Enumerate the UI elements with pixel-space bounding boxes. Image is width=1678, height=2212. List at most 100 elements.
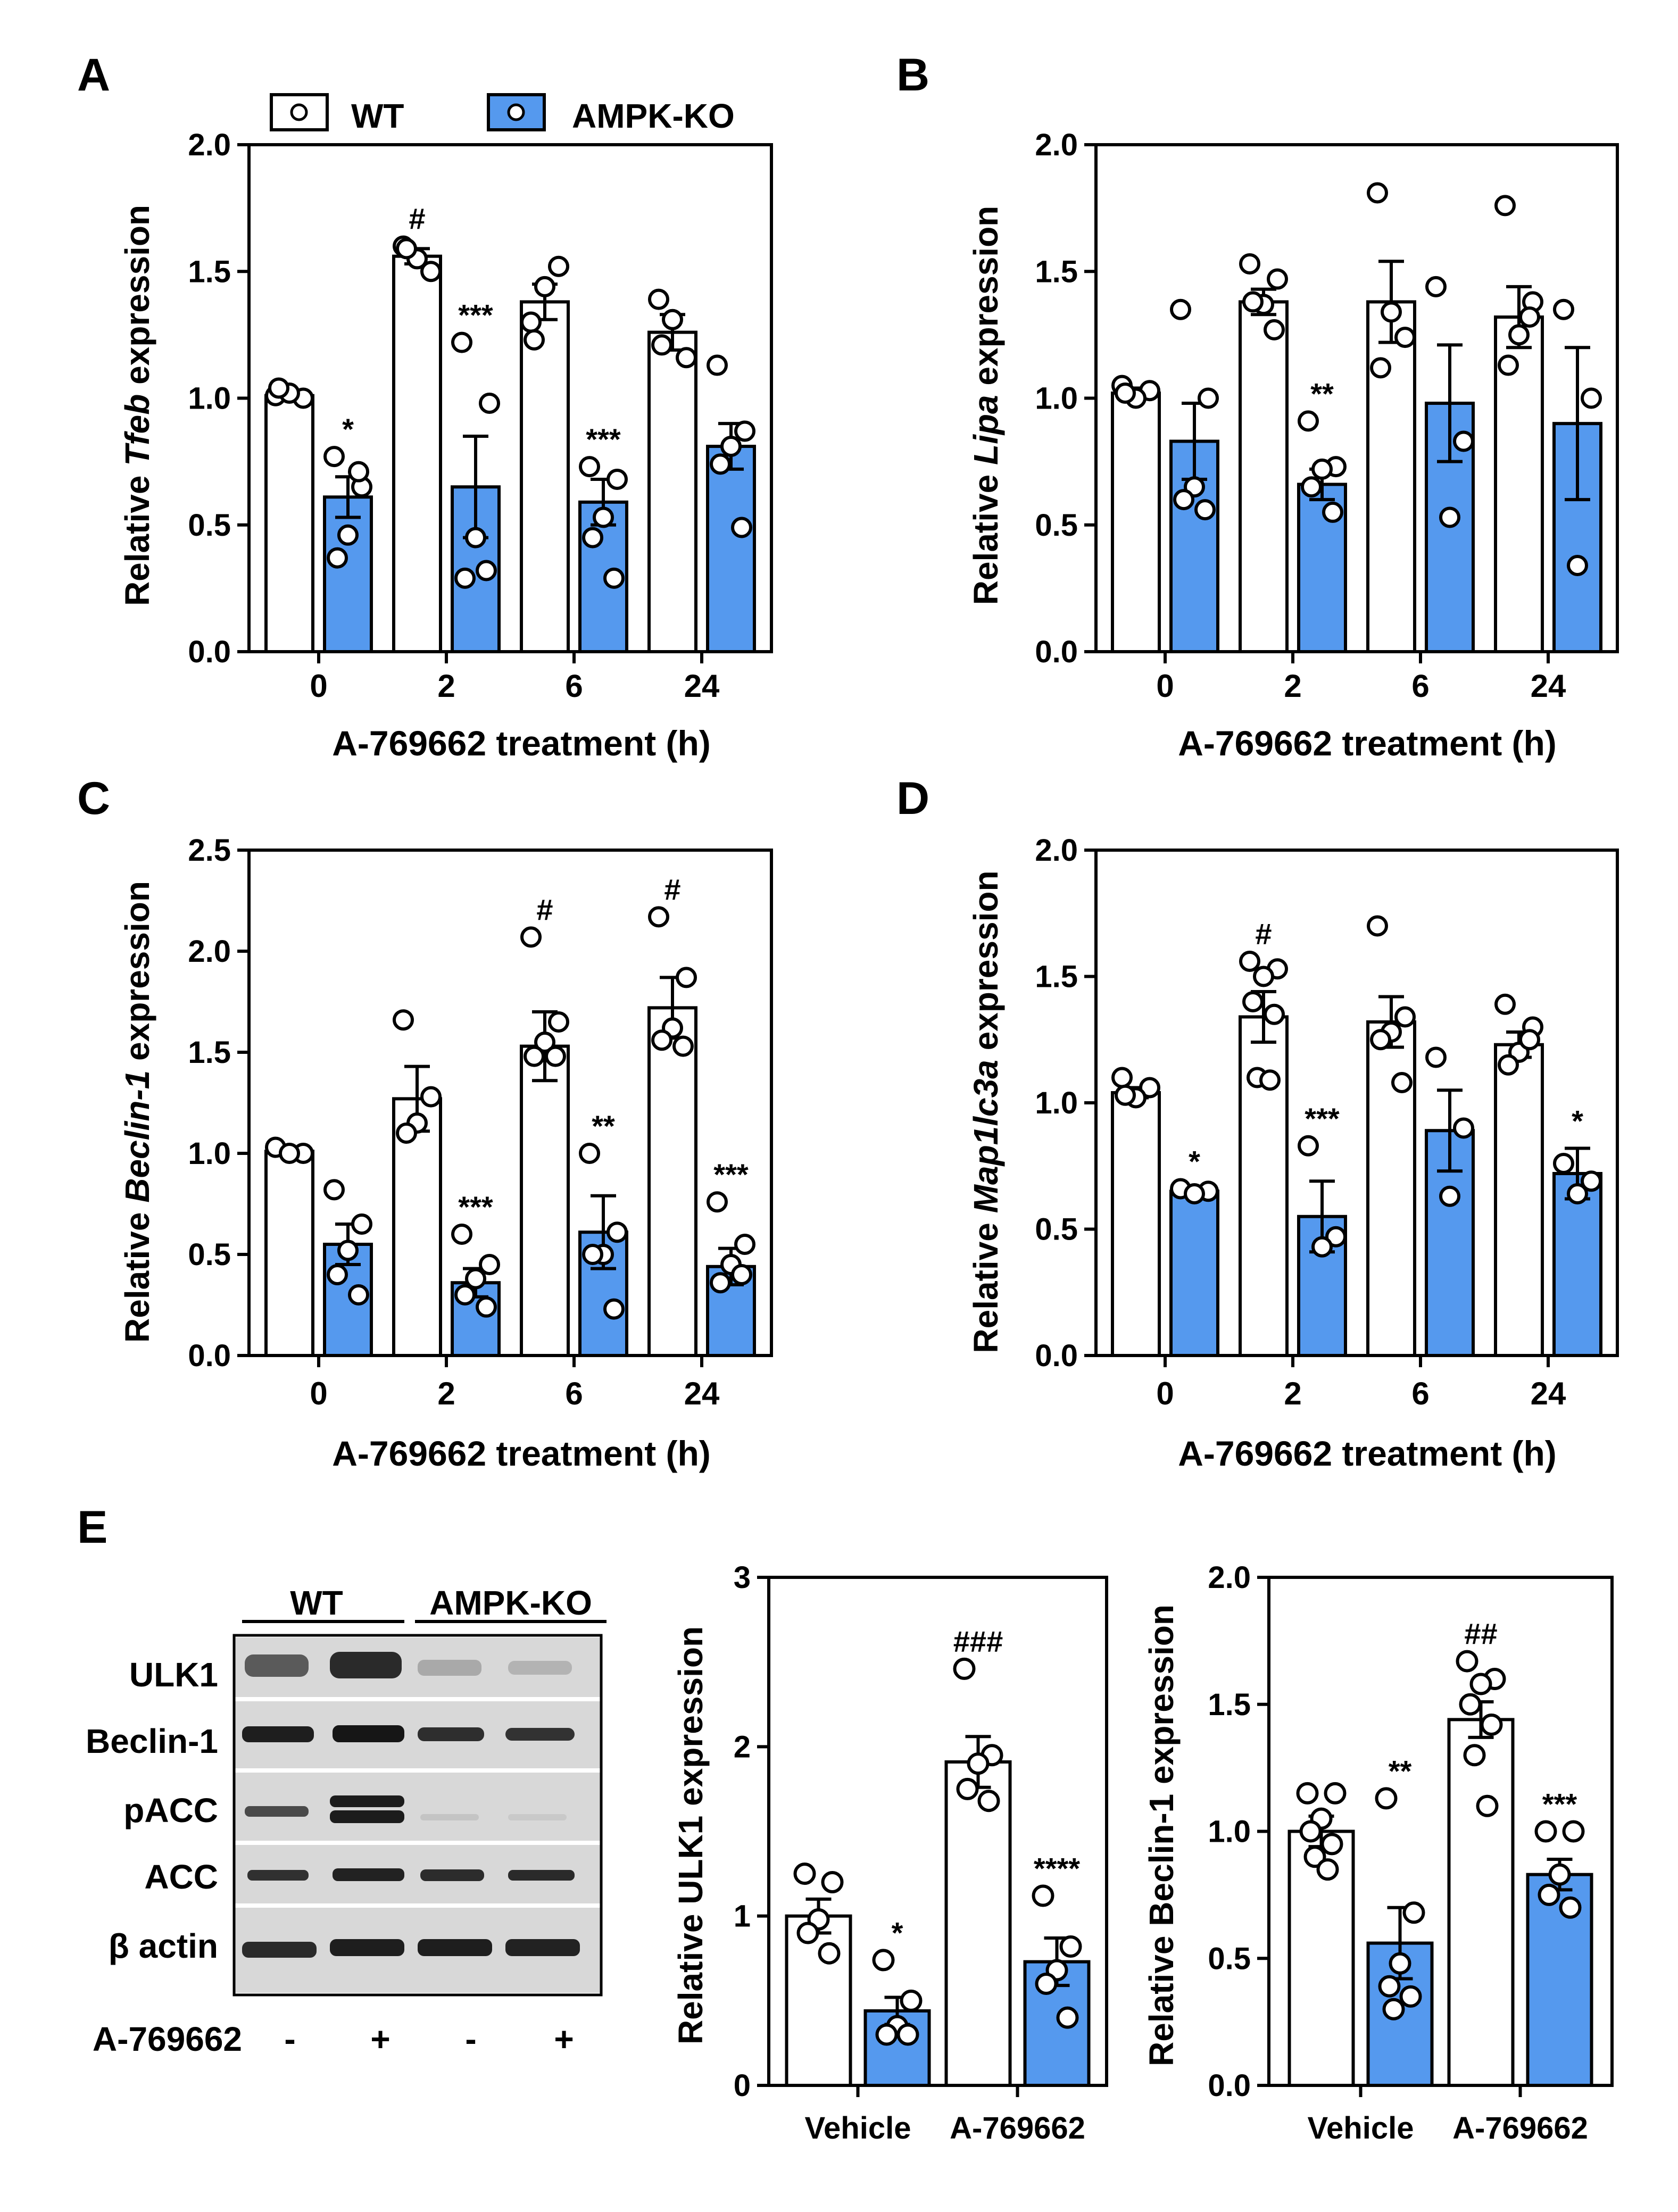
y-tick-label: 0.0 xyxy=(1208,2068,1251,2103)
data-point xyxy=(648,288,669,310)
data-point xyxy=(1059,1935,1082,1958)
data-point xyxy=(1056,2006,1079,2029)
bar-ampk-ko xyxy=(706,445,756,653)
data-point xyxy=(603,1298,625,1320)
data-point xyxy=(1367,915,1388,937)
data-point xyxy=(1498,1054,1519,1076)
band-beclin1-4 xyxy=(505,1728,575,1741)
data-point xyxy=(1296,1782,1319,1804)
x-tick-label: A-769662 xyxy=(1452,2111,1588,2146)
y-tick-label: 0.0 xyxy=(1035,1338,1078,1373)
blot-label-pacc: pACC xyxy=(123,1791,218,1830)
y-tick-label: 1.0 xyxy=(188,1136,231,1171)
y-tick-label: 0.0 xyxy=(188,635,231,669)
data-point xyxy=(896,2023,919,2046)
blot-label-acc: ACC xyxy=(144,1858,218,1896)
bar-wt xyxy=(1447,1718,1515,2087)
bar-wt xyxy=(785,1914,852,2088)
data-point xyxy=(1469,1673,1492,1695)
data-point xyxy=(1399,1985,1422,2008)
data-point xyxy=(793,1862,816,1885)
data-point xyxy=(1519,306,1540,328)
data-point xyxy=(603,567,625,589)
data-point xyxy=(327,1264,348,1285)
data-point xyxy=(348,461,369,483)
data-point xyxy=(707,1191,728,1213)
panel-letter-d: D xyxy=(896,773,929,824)
data-point xyxy=(1494,993,1516,1015)
data-point xyxy=(579,456,600,478)
bar-wt xyxy=(1239,300,1289,653)
band-actin-4 xyxy=(505,1939,580,1956)
blot-group-ko: AMPK-KO xyxy=(429,1584,592,1622)
band-acc-1 xyxy=(247,1870,309,1881)
blot-label-ulk1: ULK1 xyxy=(129,1656,218,1694)
data-point xyxy=(1311,458,1333,480)
band-beclin1-1 xyxy=(242,1726,314,1742)
y-tick-label: 1.0 xyxy=(188,381,231,416)
chart-panel-a: 0.0 0.5 1.0 1.5 2.0 0 * 2 # *** 6 *** 24 Relative Tf… xyxy=(118,128,773,763)
data-point xyxy=(1389,1952,1411,1975)
y-tick-label: 1.5 xyxy=(1035,960,1078,994)
data-point xyxy=(548,255,569,277)
data-point xyxy=(396,238,417,260)
x-tick-label: A-769662 xyxy=(950,2111,1085,2146)
data-point xyxy=(545,1045,566,1067)
y-axis-label-e-beclin1: Relative Beclin-1 expression xyxy=(1142,1604,1181,2066)
y-axis-label-c: Relative Beclin-1 expression xyxy=(118,881,156,1343)
blot-treatment-label: A-769662 xyxy=(93,2020,242,2058)
data-point xyxy=(607,1221,628,1243)
data-point xyxy=(520,311,542,333)
data-point xyxy=(1498,354,1519,376)
legend-ko-marker xyxy=(507,103,525,121)
band-actin-3 xyxy=(418,1939,492,1956)
y-tick-label: 1.0 xyxy=(1035,381,1078,416)
data-point xyxy=(1298,410,1319,432)
significance-label: ### xyxy=(953,1625,1003,1658)
western-blot: WT AMPK-KO ULK1 Beclin-1 pACC ACC β acti… xyxy=(86,1584,607,2058)
x-tick-label: 24 xyxy=(1531,1376,1566,1411)
bar-wt xyxy=(1366,300,1416,653)
data-point xyxy=(1320,1833,1343,1856)
data-point xyxy=(1402,1901,1425,1924)
blot-sign-2: + xyxy=(370,2020,390,2058)
data-point xyxy=(420,1086,442,1108)
bar-wt xyxy=(1494,1043,1544,1357)
data-point xyxy=(534,1032,555,1053)
bar-wt xyxy=(1111,391,1161,653)
data-point xyxy=(534,276,555,297)
band-ulk1-2 xyxy=(330,1652,402,1678)
bar-ampk-ko xyxy=(323,495,373,654)
y-tick-label: 1.5 xyxy=(1208,1687,1251,1722)
data-point xyxy=(1425,1046,1447,1068)
data-point xyxy=(1494,195,1516,217)
y-tick-label: 2.5 xyxy=(188,833,231,868)
y-tick-label: 0.5 xyxy=(188,508,231,543)
data-point xyxy=(1375,1787,1398,1810)
band-acc-4 xyxy=(508,1870,575,1881)
data-point xyxy=(1316,1858,1339,1881)
chart-panel-e-ulk1: 0 1 2 3 Vehicle * A-769662 ### **** Relative ULK… xyxy=(671,1560,1108,2146)
significance-label: *** xyxy=(1542,1787,1577,1821)
data-point xyxy=(734,1234,755,1255)
data-point xyxy=(1322,501,1343,523)
data-point xyxy=(1198,387,1219,409)
panel-letter-e: E xyxy=(77,1502,107,1553)
data-point xyxy=(1453,430,1474,452)
x-tick-label: 24 xyxy=(1531,668,1566,704)
blot-sign-4: + xyxy=(554,2020,574,2058)
data-point xyxy=(1264,319,1285,340)
data-point xyxy=(1548,1863,1571,1886)
bar-wt xyxy=(647,330,697,653)
band-beclin1-2 xyxy=(333,1725,404,1742)
band-acc-2 xyxy=(333,1868,404,1881)
data-point xyxy=(1456,1650,1478,1673)
data-point xyxy=(327,547,348,569)
data-point xyxy=(582,1244,603,1265)
data-point xyxy=(1299,1820,1322,1843)
bar-wt xyxy=(520,300,570,653)
band-pacc-3 xyxy=(420,1814,479,1820)
y-tick-label: 2.0 xyxy=(188,934,231,969)
significance-label: *** xyxy=(458,1190,493,1224)
legend-wt-label: WT xyxy=(351,97,404,135)
